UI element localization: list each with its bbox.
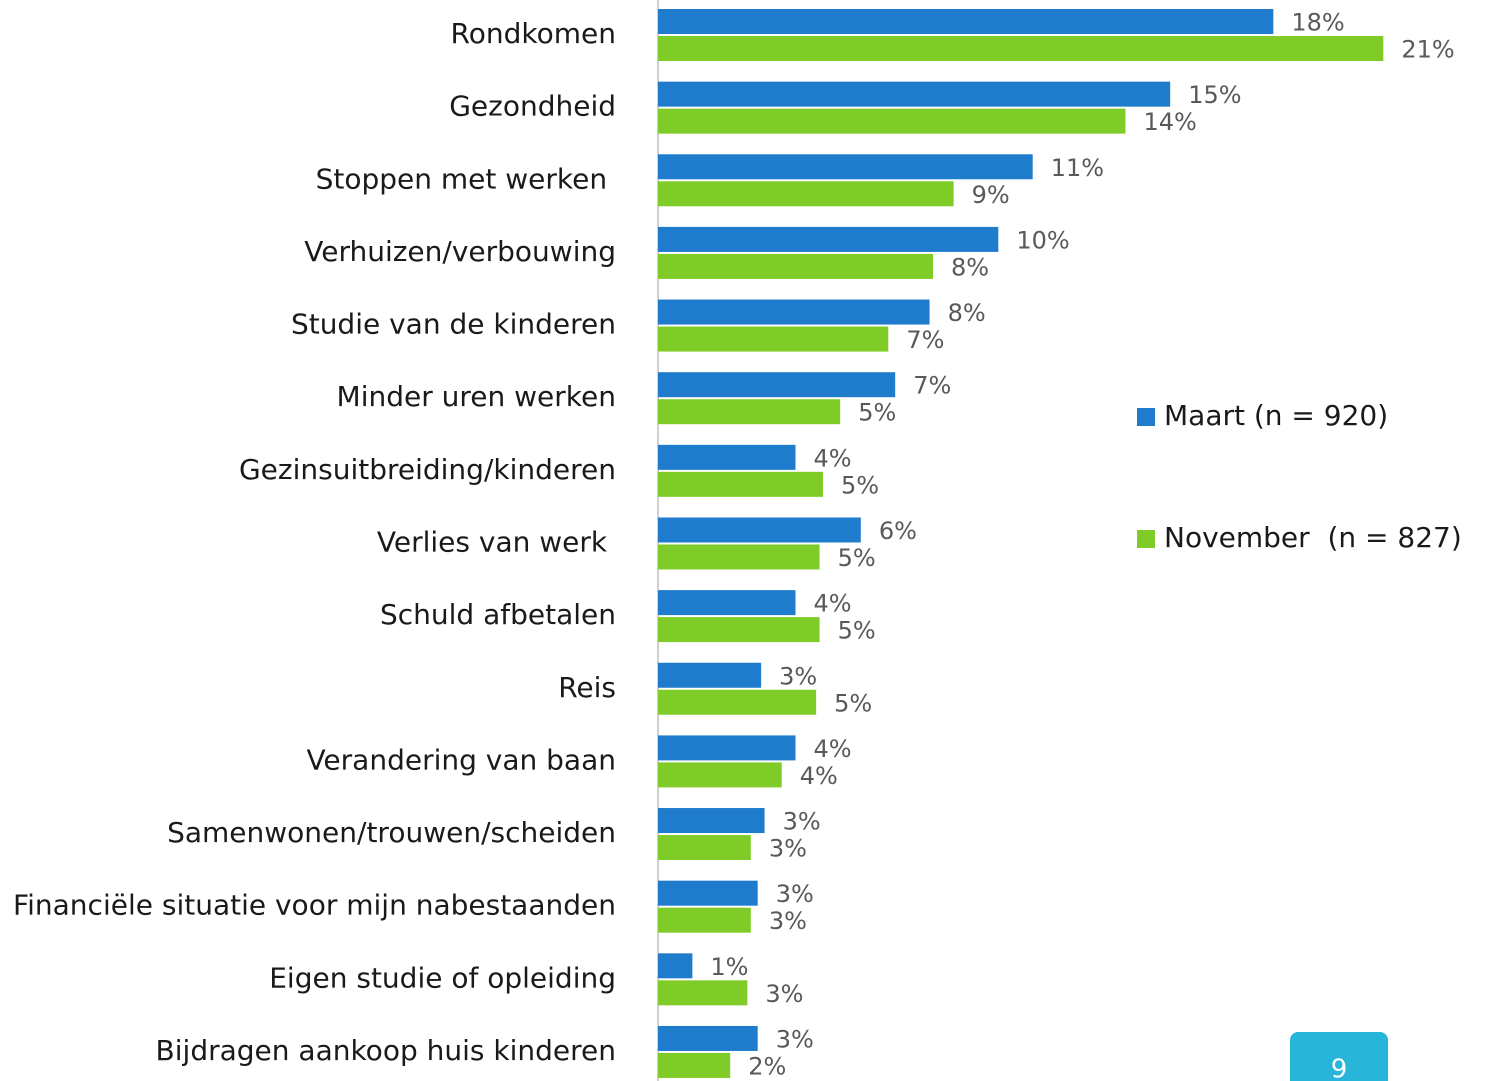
bar [658, 689, 817, 715]
bar [658, 181, 954, 207]
bar [658, 590, 796, 616]
bar [658, 735, 796, 761]
bar [658, 762, 782, 788]
legend-label: November (n = 827) [1164, 521, 1462, 554]
value-label: 3% [769, 907, 807, 935]
category-label: Stoppen met werken [316, 162, 616, 195]
value-label: 3% [779, 662, 817, 690]
bar [658, 953, 693, 979]
bar [658, 81, 1171, 107]
bar [658, 471, 823, 497]
value-label: 5% [838, 544, 876, 572]
value-label: 6% [879, 517, 917, 545]
value-label: 4% [800, 762, 838, 790]
legend-label: Maart (n = 920) [1164, 399, 1388, 432]
bar [658, 907, 751, 933]
category-label: Eigen studie of opleiding [269, 961, 616, 994]
value-label: 5% [858, 399, 896, 427]
value-label: 5% [834, 689, 872, 717]
value-label: 18% [1291, 9, 1344, 37]
value-label: 3% [776, 1025, 814, 1053]
category-label: Gezondheid [449, 90, 616, 123]
value-label: 3% [776, 880, 814, 908]
value-label: 8% [951, 253, 989, 281]
value-label: 14% [1144, 108, 1197, 136]
value-label: 7% [913, 372, 951, 400]
category-label: Gezinsuitbreiding/kinderen [239, 453, 616, 486]
value-label: 5% [838, 617, 876, 645]
category-label: Samenwonen/trouwen/scheiden [167, 816, 616, 849]
bar [658, 1025, 758, 1051]
bar [658, 544, 820, 570]
bar [658, 880, 758, 906]
category-label: Verhuizen/verbouwing [304, 235, 616, 268]
bar [658, 299, 930, 325]
value-label: 3% [765, 980, 803, 1008]
legend-swatch [1137, 530, 1155, 548]
bar [658, 372, 896, 398]
category-label: Bijdragen aankoop huis kinderen [156, 1034, 616, 1067]
bar [658, 835, 751, 861]
bar [658, 9, 1274, 34]
bar [658, 154, 1033, 180]
category-label: Verandering van baan [306, 743, 616, 776]
value-label: 11% [1051, 154, 1104, 182]
value-label: 4% [814, 444, 852, 472]
category-label: Reis [558, 671, 616, 704]
bar [658, 399, 841, 425]
category-label: Financiële situatie voor mijn nabestaand… [13, 889, 616, 922]
value-label: 2% [748, 1052, 786, 1080]
bar [658, 617, 820, 643]
value-label: 5% [841, 471, 879, 499]
bar [658, 808, 765, 834]
value-label: 8% [948, 299, 986, 327]
value-label: 3% [769, 835, 807, 863]
value-label: 4% [814, 735, 852, 763]
value-label: 7% [906, 326, 944, 354]
value-label: 1% [710, 953, 748, 981]
value-label: 21% [1401, 36, 1454, 64]
category-label: Verlies van werk [377, 525, 616, 558]
bar [658, 108, 1126, 134]
value-label: 9% [972, 181, 1010, 209]
page-number: 9 [1331, 1055, 1348, 1081]
category-label: Minder uren werken [337, 380, 616, 413]
bar [658, 226, 999, 252]
bar [658, 980, 748, 1006]
page-number-box [1290, 1032, 1388, 1081]
bar [658, 444, 796, 470]
bar [658, 36, 1384, 61]
value-label: 10% [1016, 226, 1069, 254]
value-label: 3% [783, 808, 821, 836]
bar [658, 517, 861, 543]
bar [658, 662, 762, 688]
bar [658, 326, 889, 352]
category-label: Rondkomen [451, 17, 616, 50]
category-label: Studie van de kinderen [291, 308, 616, 341]
category-label: Schuld afbetalen [380, 598, 616, 631]
bar [658, 253, 933, 279]
value-label: 15% [1188, 81, 1241, 109]
bar [658, 1052, 731, 1078]
legend-swatch [1137, 408, 1155, 426]
value-label: 4% [814, 590, 852, 618]
